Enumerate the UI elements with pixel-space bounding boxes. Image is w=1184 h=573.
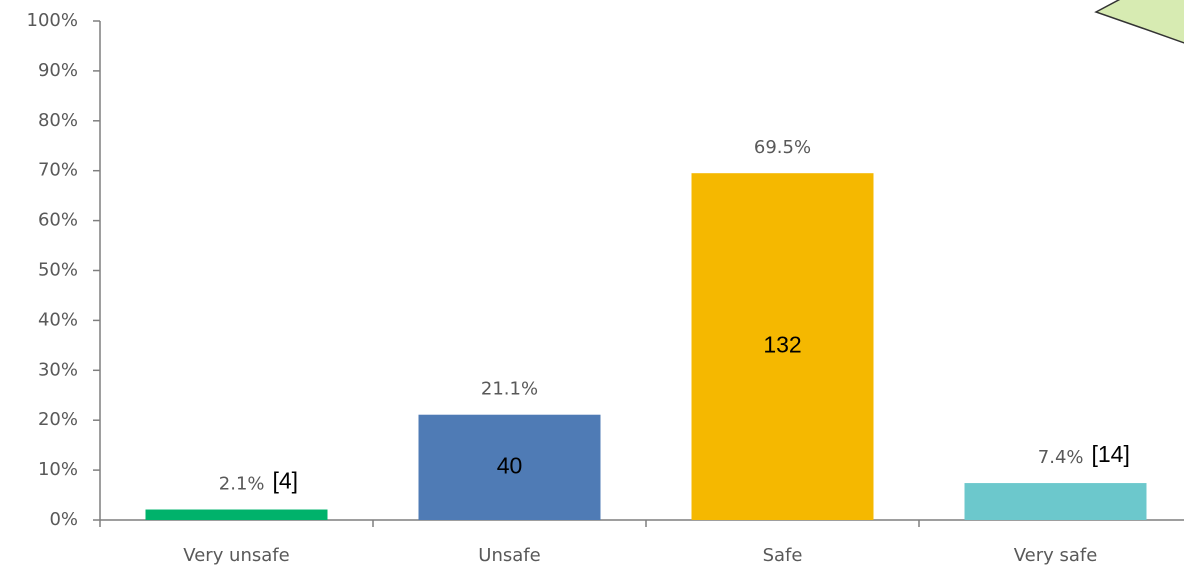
y-tick-label: 10%	[38, 459, 78, 480]
y-tick-label: 0%	[49, 509, 78, 530]
y-tick-label: 20%	[38, 409, 78, 430]
y-tick-label: 90%	[38, 60, 78, 81]
callout-shape	[1094, 0, 1184, 44]
y-tick-label: 80%	[38, 110, 78, 131]
y-tick-label: 50%	[38, 260, 78, 281]
y-tick-label: 30%	[38, 359, 78, 380]
bar	[964, 483, 1147, 520]
bar	[418, 414, 601, 520]
count-label: [4]	[273, 468, 299, 494]
count-label: [14]	[1092, 441, 1130, 467]
x-tick-label: Safe	[763, 545, 803, 566]
y-tick-label: 100%	[27, 10, 78, 31]
x-tick-label: Very unsafe	[183, 545, 289, 566]
y-tick-label: 40%	[38, 309, 78, 330]
value-label: 21.1%	[481, 379, 538, 400]
count-label: 40	[497, 452, 523, 478]
y-tick-label: 60%	[38, 210, 78, 231]
y-tick-label: 70%	[38, 160, 78, 181]
bar	[145, 509, 328, 520]
value-label: 69.5%	[754, 137, 811, 158]
x-tick-label: Very safe	[1014, 545, 1098, 566]
value-label: 2.1%	[219, 474, 265, 495]
bar	[691, 173, 874, 520]
count-label: 132	[763, 332, 801, 358]
value-label: 7.4%	[1038, 447, 1084, 468]
x-tick-label: Unsafe	[478, 545, 540, 566]
